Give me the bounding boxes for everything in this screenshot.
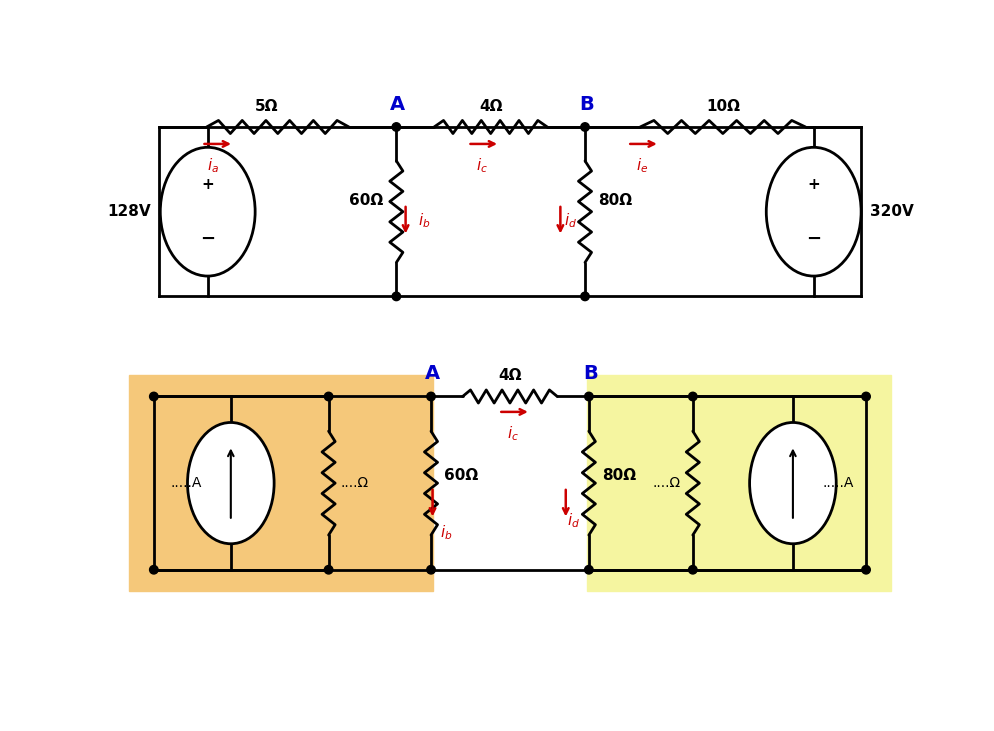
Ellipse shape (160, 148, 254, 276)
Text: 5Ω: 5Ω (254, 99, 277, 114)
Circle shape (149, 566, 158, 574)
Text: B: B (579, 95, 593, 114)
Text: +: + (806, 177, 819, 192)
Text: ....Ω: ....Ω (341, 476, 369, 490)
Text: ....Ω: ....Ω (652, 476, 680, 490)
Ellipse shape (748, 423, 835, 544)
Circle shape (688, 393, 697, 401)
Text: 4Ω: 4Ω (498, 368, 521, 383)
Ellipse shape (765, 148, 860, 276)
Text: $i_b$: $i_b$ (417, 211, 430, 230)
Text: 4Ω: 4Ω (478, 99, 502, 114)
Circle shape (324, 393, 333, 401)
Text: −: − (805, 230, 820, 248)
Circle shape (392, 292, 401, 300)
Text: 60Ω: 60Ω (349, 193, 383, 208)
Text: $i_e$: $i_e$ (635, 156, 647, 175)
Text: 60Ω: 60Ω (443, 468, 478, 483)
Text: 80Ω: 80Ω (601, 468, 635, 483)
Circle shape (149, 393, 158, 401)
Text: +: + (201, 177, 214, 192)
Text: $i_c$: $i_c$ (507, 424, 519, 443)
Circle shape (392, 123, 401, 132)
Bar (586, 375, 890, 591)
Circle shape (580, 292, 588, 300)
Text: .....A: .....A (821, 476, 853, 490)
Text: A: A (424, 364, 439, 383)
Text: 10Ω: 10Ω (705, 99, 740, 114)
Text: $i_b$: $i_b$ (439, 523, 452, 542)
Text: $i_c$: $i_c$ (476, 156, 488, 175)
Text: $i_d$: $i_d$ (567, 512, 580, 530)
Text: B: B (582, 364, 597, 383)
Text: 80Ω: 80Ω (597, 193, 631, 208)
Text: 128V: 128V (107, 204, 151, 219)
Circle shape (861, 566, 870, 574)
Text: 320V: 320V (870, 204, 913, 219)
Circle shape (688, 566, 697, 574)
Circle shape (324, 566, 333, 574)
Circle shape (584, 566, 592, 574)
Circle shape (580, 123, 588, 132)
Bar (129, 375, 432, 591)
Circle shape (584, 393, 592, 401)
Text: $i_a$: $i_a$ (207, 156, 219, 175)
Circle shape (426, 393, 434, 401)
Text: −: − (200, 230, 215, 248)
Circle shape (426, 566, 434, 574)
Ellipse shape (187, 423, 274, 544)
Text: A: A (390, 95, 406, 114)
Text: $i_d$: $i_d$ (564, 211, 577, 230)
Text: .....A: .....A (170, 476, 202, 490)
Circle shape (861, 393, 870, 401)
